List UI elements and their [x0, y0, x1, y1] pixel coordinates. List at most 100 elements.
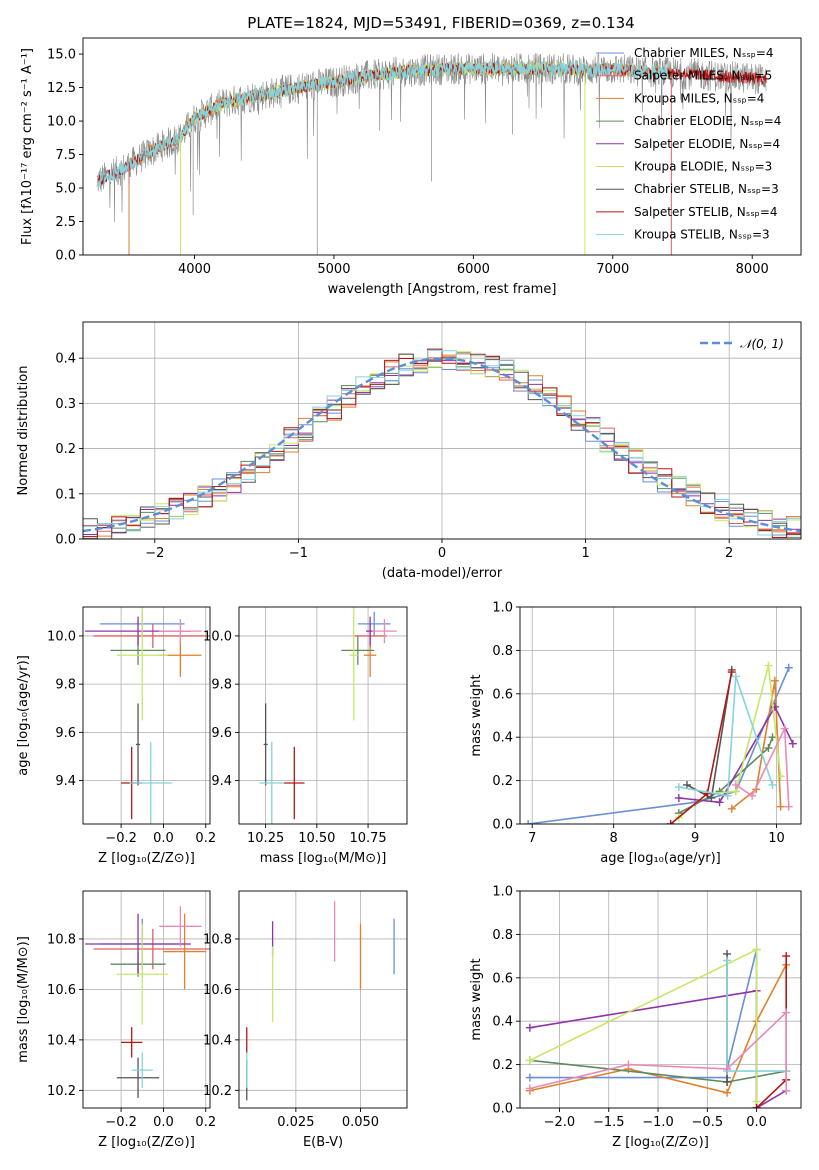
- axes-frame: [82, 606, 211, 825]
- y-tick-label: 0.2: [55, 442, 76, 457]
- weight-marker: [784, 802, 793, 811]
- error-bar-point: [284, 746, 305, 820]
- plot-area: [85, 906, 210, 1098]
- y-tick-label: 10.6: [47, 983, 76, 998]
- weight-marker: [752, 945, 761, 954]
- x-axis-label: Z [log₁₀(Z/Z⊙)]: [98, 851, 195, 866]
- weight-marker: [723, 1064, 732, 1073]
- weight-marker: [525, 1073, 534, 1082]
- y-tick-label: 0.1: [55, 487, 76, 502]
- error-bar-point: [259, 742, 285, 824]
- normal-curve: [83, 357, 801, 533]
- weight-marker: [776, 772, 785, 781]
- error-bar-point: [131, 1052, 153, 1088]
- y-tick-label: 0.8: [492, 928, 513, 943]
- x-axis-label: Z [log₁₀(Z/Z⊙)]: [612, 1135, 709, 1150]
- y-tick-label: 1.0: [492, 885, 513, 900]
- x-tick-label: 0.2: [195, 831, 216, 846]
- weight-marker: [707, 793, 716, 802]
- legend-label: Kroupa MILES, Nₛₛₚ=4: [634, 91, 764, 105]
- legend-label: Salpeter STELIB, Nₛₛₚ=4: [634, 205, 778, 219]
- legend-label: Chabrier STELIB, Nₛₛₚ=3: [634, 182, 779, 196]
- weight-marker: [776, 802, 785, 811]
- plot-area: [524, 661, 797, 824]
- error-bar-point: [121, 1027, 143, 1058]
- weight-marker: [525, 1084, 534, 1093]
- weight-marker: [788, 739, 797, 748]
- y-tick-label: 10.4: [203, 1033, 232, 1048]
- plot-area: [83, 348, 801, 539]
- y-tick-label: 0.2: [492, 774, 513, 789]
- y-tick-label: 0.6: [492, 971, 513, 986]
- error-bar-point: [263, 703, 268, 786]
- x-tick-label: 10: [768, 831, 785, 846]
- y-tick-label: 10.6: [203, 983, 232, 998]
- x-tick-label: 0.0: [153, 831, 174, 846]
- x-tick-label: 4000: [178, 262, 211, 277]
- x-tick-label: 6000: [457, 262, 490, 277]
- axes-frame: [82, 37, 802, 256]
- weight-marker: [723, 791, 732, 800]
- error-bar-point: [357, 611, 391, 636]
- weight-line: [756, 956, 788, 1108]
- y-tick-label: 10.0: [47, 629, 76, 644]
- y-tick-label: 0.0: [55, 249, 76, 264]
- weight-marker: [768, 780, 777, 789]
- legend-label: Salpeter ELODIE, Nₛₛₚ=4: [634, 137, 780, 151]
- weight-marker: [782, 952, 791, 961]
- weight-line: [735, 728, 790, 807]
- error-bar-point: [129, 742, 172, 824]
- weight-marker: [727, 668, 736, 677]
- histogram-kroupa-stelib: [83, 349, 801, 539]
- y-tick-label: 10.8: [203, 932, 232, 947]
- weight-marker: [731, 780, 740, 789]
- y-axis-label: Flux [fλ10⁻¹⁷ erg cm⁻² s⁻¹ A⁻¹]: [20, 48, 35, 245]
- y-tick-label: 1.0: [492, 601, 513, 616]
- x-tick-label: −0.5: [692, 1115, 724, 1130]
- legend-label: Kroupa STELIB, Nₛₛₚ=3: [634, 228, 770, 242]
- weight-marker: [703, 789, 712, 798]
- weight-marker: [524, 820, 533, 824]
- weight-marker: [674, 793, 683, 802]
- weight-marker: [780, 724, 789, 733]
- weight-marker: [764, 744, 773, 753]
- panel-residuals: −2 −1 0 1 2 0.0 0.1 0.2 0.3 0.4 (data-model)/error…: [16, 321, 802, 581]
- error-bar-point: [159, 906, 202, 947]
- weight-marker: [723, 1077, 732, 1086]
- plot-area: [85, 607, 210, 824]
- x-tick-label: 0.0: [746, 1115, 767, 1130]
- x-tick-label: 10.50: [298, 831, 335, 846]
- y-tick-label: 0.0: [55, 533, 76, 548]
- weight-marker: [674, 783, 683, 792]
- error-bar-point: [93, 928, 210, 970]
- weight-marker: [782, 1008, 791, 1017]
- panel-mass-vs-EBV: 0.025 0.050 10.2 10.4 10.6 10.8 E(B-V): [203, 890, 408, 1150]
- weight-marker: [525, 1023, 534, 1032]
- weight-marker: [525, 1056, 534, 1065]
- y-tick-label: 2.5: [55, 215, 76, 230]
- panel-age-vs-Z: −0.2 0.0 0.2 9.4 9.6 9.8 10.0 Z [log₁₀(Z/Z⊙)] ag…: [16, 606, 216, 866]
- y-tick-label: 10.2: [47, 1084, 76, 1099]
- x-tick-label: 7000: [596, 262, 629, 277]
- panel-age-vs-mass: 10.25 10.50 10.75 9.4 9.6 9.8 10.0 mass [log₁₀(…: [203, 606, 408, 866]
- weight-marker: [624, 1060, 633, 1069]
- y-tick-label: 0.6: [492, 687, 513, 702]
- error-bar-point: [116, 923, 168, 1025]
- x-tick-label: −1: [289, 546, 308, 561]
- axes-frame: [519, 890, 802, 1109]
- axes-frame: [238, 890, 408, 1109]
- plot-area: [246, 901, 395, 1101]
- x-tick-label: 9: [691, 831, 699, 846]
- plot-area: [525, 945, 791, 1108]
- x-tick-label: 5000: [317, 262, 350, 277]
- x-axis-label: Z [log₁₀(Z/Z⊙)]: [98, 1135, 195, 1150]
- weight-line: [529, 948, 758, 1102]
- x-tick-label: −0.2: [105, 1115, 137, 1130]
- y-tick-label: 10.4: [47, 1033, 76, 1048]
- x-tick-label: 1: [581, 546, 589, 561]
- x-tick-label: 10.75: [349, 831, 386, 846]
- weight-line: [678, 665, 782, 819]
- x-tick-label: 0.050: [342, 1115, 379, 1130]
- panel-massweight-vs-Z: −2.0 −1.5 −1.0 −0.5 0.0 0.0 0.2 0.4 0.6 0.8 1.0 Z […: [469, 885, 802, 1150]
- x-tick-label: 7: [528, 831, 536, 846]
